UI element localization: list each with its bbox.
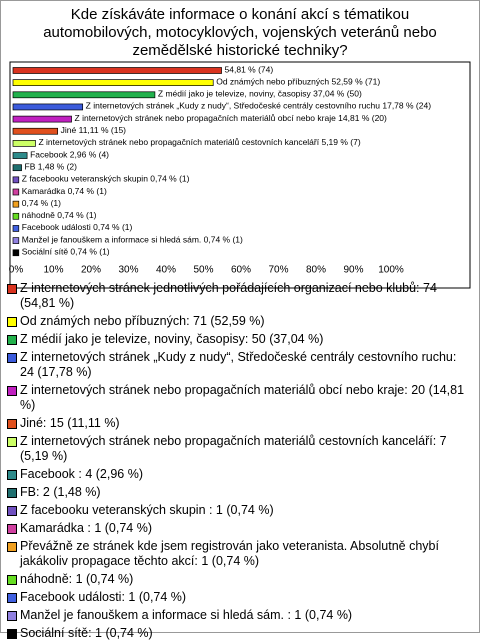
legend-item: Z internetových stránek nebo propagačníc… (6, 434, 468, 464)
x-tick-label: 80% (306, 265, 326, 276)
x-tick-label: 100% (378, 265, 404, 276)
bar (12, 152, 28, 159)
legend-label: Z internetových stránek nebo propagačníc… (20, 434, 447, 463)
legend-label: Z internetových stránek nebo propagačníc… (20, 383, 465, 412)
bar (12, 249, 20, 257)
legend-swatch (7, 419, 17, 429)
legend-swatch (7, 629, 17, 639)
legend-item: Z facebooku veteranských skupin : 1 (0,7… (6, 503, 468, 518)
legend-label: Facebook : 4 (2,96 %) (20, 467, 143, 481)
legend-swatch (7, 611, 17, 621)
legend-item: Z internetových stránek nebo propagačníc… (6, 383, 468, 413)
x-tick-label: 40% (156, 265, 176, 276)
legend-swatch (7, 506, 17, 516)
legend-swatch (7, 593, 17, 603)
legend-item: Facebook : 4 (2,96 %) (6, 467, 468, 482)
bar-label: Z internetových stránek nebo propagačníc… (75, 113, 387, 123)
legend-item: Kamarádka : 1 (0,74 %) (6, 521, 468, 536)
bar (12, 79, 214, 87)
legend-item: Facebook události: 1 (0,74 %) (6, 590, 468, 605)
legend-item: Z médií jako je televize, noviny, časopi… (6, 332, 468, 347)
legend-swatch (7, 335, 17, 345)
bar (12, 67, 222, 74)
legend-item: Sociální sítě: 1 (0,74 %) (6, 626, 468, 641)
bar-label: Manžel je fanouškem a informace si hledá… (22, 234, 243, 244)
legend-item: Od známých nebo příbuzných: 71 (52,59 %) (6, 314, 468, 329)
bar-label: 54,81 % (74) (225, 64, 274, 74)
bar-label: Facebook 2,96 % (4) (30, 149, 109, 159)
bar (12, 140, 36, 147)
x-tick-label: 60% (231, 265, 251, 276)
x-tick-label: 30% (118, 265, 138, 276)
chart-title: Kde získáváte informace o konání akcí s … (43, 6, 437, 59)
bar (12, 103, 84, 111)
bar-label: Z médií jako je televize, noviny, časopi… (158, 89, 362, 99)
legend-swatch (7, 353, 17, 363)
legend-label: Sociální sítě: 1 (0,74 %) (20, 626, 153, 640)
bar-label: náhodně 0,74 % (1) (22, 210, 97, 220)
bar-label: Z internetových stránek nebo propagačníc… (38, 137, 360, 147)
bar (12, 188, 20, 196)
bar-label: Jiné 11,11 % (15) (61, 125, 127, 135)
bar (12, 127, 59, 135)
x-tick-label: 50% (193, 265, 213, 276)
legend-label: Z facebooku veteranských skupin : 1 (0,7… (20, 503, 274, 517)
legend-item: náhodně: 1 (0,74 %) (6, 572, 468, 587)
legend-swatch (7, 524, 17, 534)
legend-label: Jiné: 15 (11,11 %) (20, 416, 120, 430)
legend-item: Jiné: 15 (11,11 %) (6, 416, 468, 431)
legend-label: Od známých nebo příbuzných: 71 (52,59 %) (20, 314, 265, 328)
legend-swatch (7, 317, 17, 327)
bar (12, 115, 72, 123)
bar-label: Z facebooku veteranských skupin 0,74 % (… (22, 174, 190, 184)
legend-swatch (7, 284, 17, 294)
plot-frame (9, 61, 471, 289)
bar (12, 164, 22, 172)
bar (12, 176, 20, 184)
bar-label: Od známých nebo příbuzných 52,59 % (71) (216, 76, 380, 86)
legend-label: Z internetových stránek „Kudy z nudy“, S… (20, 350, 457, 379)
chart: 0% 10% 20% 30% 40% 50% 60% 70% 80% 90% 100% 54,81 %… (9, 61, 471, 289)
bar-label: Sociální sítě 0,74 % (1) (22, 247, 110, 257)
legend-label: Z médií jako je televize, noviny, časopi… (20, 332, 324, 346)
legend-label: FB: 2 (1,48 %) (20, 485, 101, 499)
legend-swatch (7, 575, 17, 585)
legend-item: Manžel je fanouškem a informace si hledá… (6, 608, 468, 623)
legend-item: Z internetových stránek „Kudy z nudy“, S… (6, 350, 468, 380)
bar-label: Z internetových stránek „Kudy z nudy“, S… (86, 101, 432, 111)
legend-label: Převážně ze stránek kde jsem registrován… (20, 539, 439, 568)
x-tick-label: 0% (9, 265, 24, 276)
legend: Z internetových stránek jednotlivých poř… (6, 281, 468, 644)
legend-swatch (7, 470, 17, 480)
bar (12, 225, 20, 232)
bar-label: FB 1,48 % (2) (25, 161, 78, 171)
bar (12, 237, 20, 244)
bar (12, 91, 156, 99)
x-tick-label: 20% (81, 265, 101, 276)
legend-label: Kamarádka : 1 (0,74 %) (20, 521, 153, 535)
legend-item: FB: 2 (1,48 %) (6, 485, 468, 500)
bar-label: Kamarádka 0,74 % (1) (22, 186, 107, 196)
x-tick-label: 10% (43, 265, 63, 276)
legend-swatch (7, 542, 17, 552)
bar (12, 200, 20, 208)
legend-label: Manžel je fanouškem a informace si hledá… (20, 608, 353, 622)
legend-swatch (7, 386, 17, 396)
legend-label: Z internetových stránek jednotlivých poř… (20, 281, 437, 310)
bar-label: 0,74 % (1) (22, 198, 61, 208)
x-tick-label: 90% (343, 265, 363, 276)
bar-label: Facebook události 0,74 % (1) (22, 222, 133, 232)
legend-swatch (7, 437, 17, 447)
legend-item: Převážně ze stránek kde jsem registrován… (6, 539, 468, 569)
x-tick-label: 70% (268, 265, 288, 276)
legend-item: Z internetových stránek jednotlivých poř… (6, 281, 468, 311)
legend-swatch (7, 488, 17, 498)
bar (12, 212, 20, 220)
legend-label: Facebook události: 1 (0,74 %) (20, 590, 187, 604)
legend-label: náhodně: 1 (0,74 %) (20, 572, 134, 586)
